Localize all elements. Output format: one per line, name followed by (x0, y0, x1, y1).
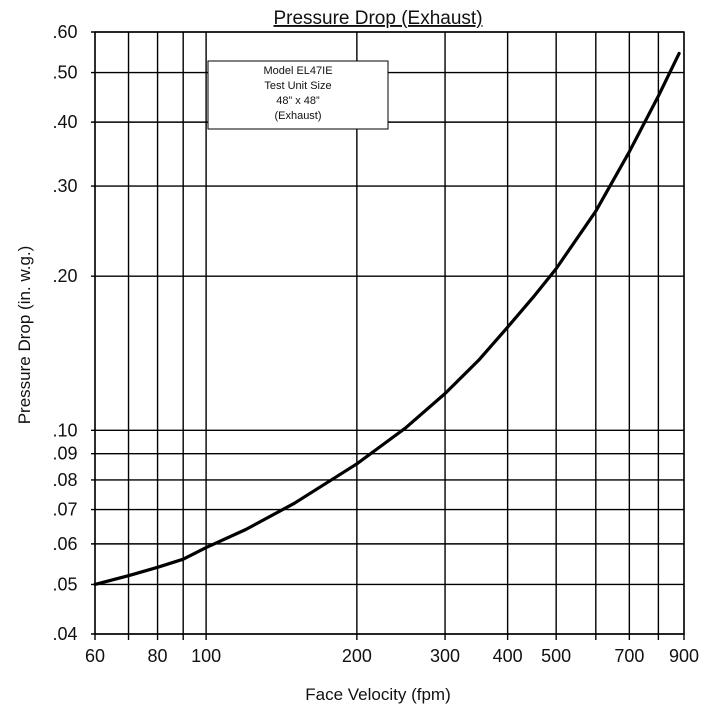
x-tick-label-500: 500 (541, 646, 571, 666)
chart-title: Pressure Drop (Exhaust) (273, 8, 482, 29)
x-tick-label-300: 300 (430, 646, 460, 666)
legend-line-model: Model EL47IE (263, 65, 332, 77)
legend-line-test-unit: Test Unit Size (264, 80, 331, 92)
y-tick-label-.20: .20 (52, 266, 77, 286)
legend-box (207, 60, 389, 130)
pressure-drop-curve (93, 51, 681, 586)
y-tick-label-.10: .10 (52, 420, 77, 440)
x-tick-label-400: 400 (493, 646, 523, 666)
model-legend-box: Model EL47IE Test Unit Size 48” x 48” (E… (207, 60, 389, 130)
x-tick-label-900: 900 (669, 646, 699, 666)
legend-line-exhaust: (Exhaust) (274, 110, 321, 122)
y-tick-label-.05: .05 (52, 574, 77, 594)
x-tick-label-60: 60 (85, 646, 105, 666)
x-tick-label-80: 80 (148, 646, 168, 666)
x-tick-label-700: 700 (614, 646, 644, 666)
y-tick-label-.30: .30 (52, 176, 77, 196)
y-tick-label-.60: .60 (52, 22, 77, 42)
y-tick-label-.04: .04 (52, 624, 77, 644)
x-tick-label-100: 100 (191, 646, 221, 666)
y-tick-label-.06: .06 (52, 534, 77, 554)
y-axis-title: Pressure Drop (in. w.g.) (15, 246, 34, 425)
y-tick-label-.09: .09 (52, 444, 77, 464)
legend-line-size: 48” x 48” (276, 95, 320, 107)
y-tick-label-.40: .40 (52, 112, 77, 132)
x-tick-label-200: 200 (342, 646, 372, 666)
y-tick-label-.07: .07 (52, 500, 77, 520)
y-tick-label-.08: .08 (52, 470, 77, 490)
plot-frame (94, 31, 685, 635)
y-tick-label-.50: .50 (52, 63, 77, 83)
y-tick-labels: .04 .05 .06 .07 .08 .09 .10 .20 .30 .40 .50 .60 (52, 22, 77, 644)
x-axis-title: Face Velocity (fpm) (305, 685, 451, 704)
x-tick-labels: 60 80 100 200 300 400 500 700 900 (85, 646, 699, 666)
